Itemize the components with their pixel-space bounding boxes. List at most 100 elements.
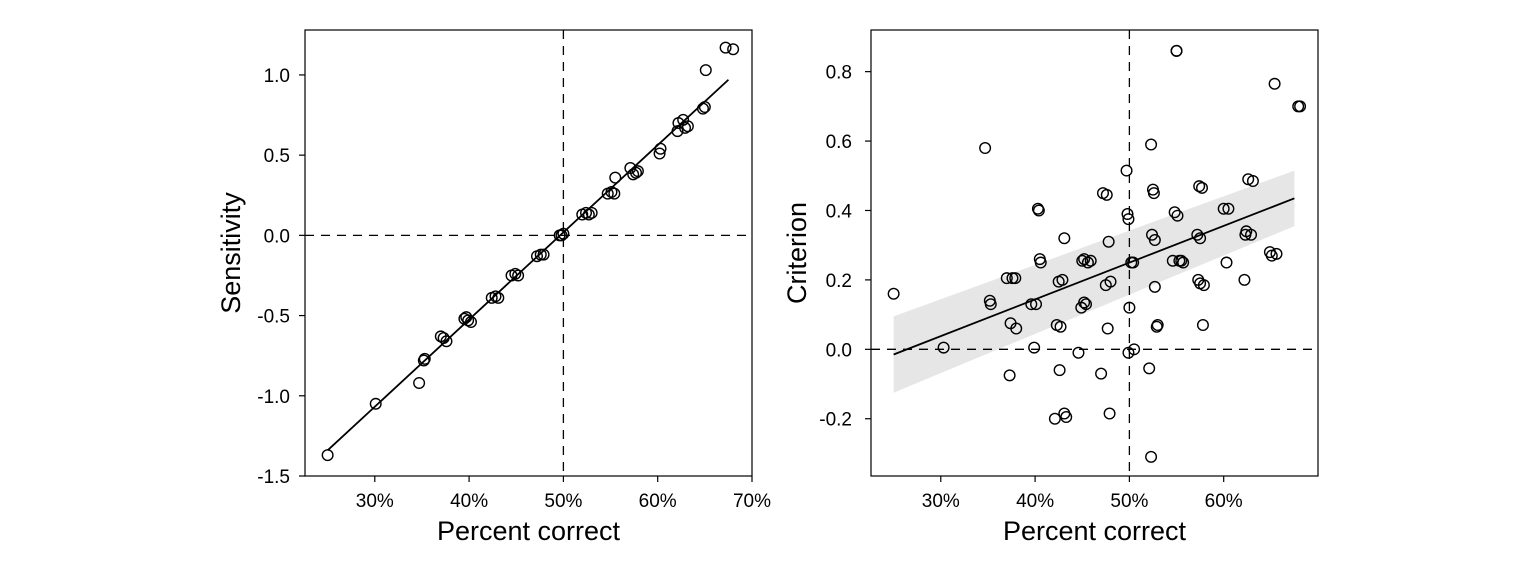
y-tick-label: -0.2 (819, 410, 852, 431)
x-tick-label: 60% (639, 491, 677, 512)
data-point (1170, 44, 1183, 57)
data-point (1145, 138, 1158, 151)
confidence-band (893, 170, 1295, 393)
data-point (1121, 207, 1134, 220)
x-tick-label: 50% (544, 491, 582, 512)
data-point (1128, 343, 1141, 356)
data-point (557, 227, 570, 240)
data-point (534, 248, 547, 261)
y-tick-label: -1.0 (257, 387, 290, 408)
data-point (1194, 232, 1207, 245)
right-chart-panel: 30% 40% 50% 60% 0.8 0.6 0.4 0.2 0.0 -0.2 Percent c… (782, 29, 1319, 546)
data-point (1245, 228, 1258, 241)
x-axis-title: Percent correct (1003, 516, 1187, 546)
plot-area (871, 30, 1318, 476)
data-point (1143, 362, 1156, 375)
data-point (1196, 181, 1209, 194)
data-point (1072, 346, 1085, 359)
data-point (1028, 341, 1041, 354)
data-point (1196, 319, 1209, 332)
data-point (1056, 273, 1069, 286)
data-point (1220, 256, 1233, 269)
data-point (437, 332, 450, 345)
x-tick-label: 60% (1205, 491, 1243, 512)
x-axis-title: Percent correct (437, 516, 621, 546)
data-point (719, 41, 732, 54)
data-point (609, 171, 622, 184)
x-tick-label: 30% (356, 491, 394, 512)
y-axis-title: Criterion (782, 202, 812, 304)
y-tick-label: 0.2 (826, 271, 852, 292)
data-point (696, 102, 709, 115)
data-point (1246, 174, 1259, 187)
data-point (1076, 254, 1089, 267)
y-tick-label: 1.0 (264, 66, 290, 87)
data-point (671, 125, 684, 138)
data-point (631, 165, 644, 178)
data-point (1104, 275, 1117, 288)
data-point (537, 248, 550, 261)
plot-frame (870, 29, 1319, 477)
data-point (1078, 253, 1091, 266)
x-tick-label: 70% (733, 491, 771, 512)
data-point (1034, 256, 1047, 269)
data-point (1197, 279, 1210, 292)
data-point (1120, 164, 1133, 177)
data-point (585, 206, 598, 219)
data-point (1171, 209, 1184, 222)
x-tick-label: 30% (922, 491, 960, 512)
data-point (1217, 202, 1230, 215)
plot-frame (304, 29, 753, 477)
left-chart-panel: 30% 40% 50% 60% 70% 1.0 0.5 0.0 -0.5 -1.0 -1.5 Perc… (216, 29, 771, 546)
y-tick-label: -0.5 (257, 307, 290, 328)
y-tick-label: 0.0 (826, 340, 852, 361)
data-point (1100, 188, 1113, 201)
data-point (1030, 298, 1043, 311)
data-point (887, 287, 900, 300)
data-point (937, 341, 950, 354)
regression-line (327, 79, 730, 451)
data-point (1122, 213, 1135, 226)
data-point (727, 43, 740, 56)
data-point (1081, 256, 1094, 269)
data-point (1148, 233, 1161, 246)
data-point (699, 64, 712, 77)
data-point (1053, 364, 1066, 377)
data-point (1151, 319, 1164, 332)
data-point (1175, 254, 1188, 267)
data-point (1193, 180, 1206, 193)
data-point (1032, 204, 1045, 217)
data-point (979, 142, 992, 155)
data-point (1238, 273, 1251, 286)
data-point (1123, 301, 1136, 314)
data-point (1294, 100, 1307, 113)
y-tick-label: 0.6 (826, 132, 852, 153)
data-point (1103, 407, 1116, 420)
data-point (653, 147, 666, 160)
data-point (984, 298, 997, 311)
y-tick-label: 0.8 (826, 63, 852, 84)
data-point (413, 376, 426, 389)
y-tick-label: 0.0 (264, 226, 290, 247)
data-point (1127, 256, 1140, 269)
data-point (1009, 272, 1022, 285)
y-tick-label: 0.4 (826, 201, 853, 222)
data-point (1006, 272, 1019, 285)
data-point (681, 120, 694, 133)
data-point (1054, 320, 1067, 333)
data-point (369, 397, 382, 410)
x-tick-label: 40% (1016, 491, 1054, 512)
data-point (1191, 228, 1204, 241)
data-point (1270, 247, 1283, 260)
data-point (1000, 272, 1013, 285)
data-point (492, 291, 505, 304)
data-point (440, 335, 453, 348)
data-point (1101, 322, 1114, 335)
data-point (1060, 410, 1073, 423)
data-point (321, 449, 334, 462)
data-point (1078, 296, 1091, 309)
y-axis-title: Sensitivity (216, 192, 246, 314)
data-point (1148, 280, 1161, 293)
data-point (418, 352, 431, 365)
